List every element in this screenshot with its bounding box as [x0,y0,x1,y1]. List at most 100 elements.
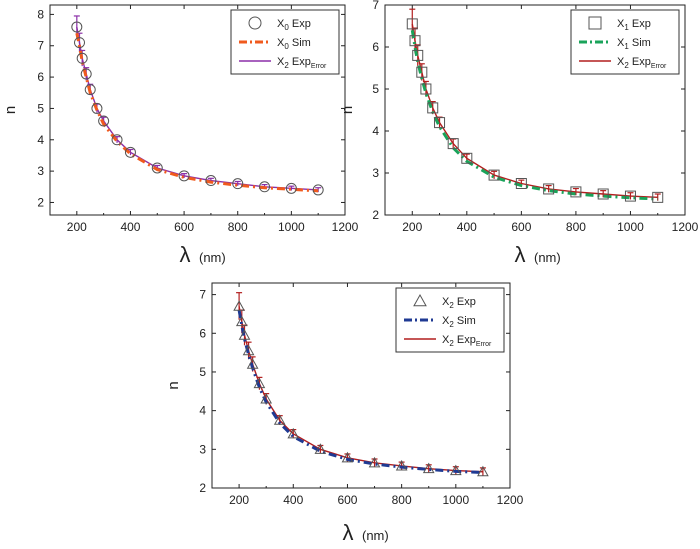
x-tick-label: 600 [174,220,194,234]
y-tick-label: 5 [37,101,44,115]
legend-box [395,287,505,353]
x-tick-label: 1000 [278,220,305,234]
legend-label: X2 ExpError [617,56,667,70]
experimental-point [395,459,408,471]
legend-label: X2 Sim [442,315,476,329]
experimental-point [515,178,527,189]
legend-label-rest: Sim [454,315,476,327]
experimental-point [368,456,381,468]
legend-label: X2 ExpError [277,56,327,70]
y-tick-label: 4 [37,133,44,147]
legend-label: X2 Exp [442,296,476,310]
experimental-point [420,83,432,95]
experimental-point [597,188,609,200]
x-tick-label: 800 [228,220,248,234]
experimental-point [422,462,435,474]
legend-label-sub: 2 [449,301,454,310]
legend-label-sub: 0 [284,42,289,51]
x-tick-label: 200 [229,493,249,507]
legend-label-sub: 2 [624,61,629,70]
experimental-point [409,35,421,47]
plot-frame [211,282,511,489]
y-tick-label: 8 [37,7,44,21]
experimental-point [449,464,462,476]
experimental-point [235,315,248,327]
x-tick-label: 400 [457,220,477,234]
simulated-series-line [237,309,483,475]
x-tick-label: 400 [283,493,303,507]
legend-label-rest: Exp [454,296,476,308]
x-tick-label: 1000 [617,220,644,234]
legend-label-main: X [617,37,625,49]
experimental-point [273,414,286,425]
experimental-point [80,68,92,80]
experimental-point [312,184,324,196]
experimental-point [233,300,245,311]
x-tick-label: 600 [337,493,357,507]
y-tick-label: 3 [372,166,379,180]
experimental-point [205,175,217,187]
experimental-point [447,138,459,150]
simulated-series-line [410,29,658,201]
y-tick-label: 3 [199,442,206,456]
y-axis-label: n [165,381,182,389]
legend-label-main: X [277,56,285,68]
legend-label-main: X [442,334,450,346]
experimental-point [287,427,300,439]
plot-frame [49,4,346,216]
legend-label: X1 Exp [617,18,651,32]
y-tick-label: 2 [37,195,44,209]
experimental-point [434,117,446,129]
legend-label-sub: 2 [284,61,289,70]
experimental-point [285,182,297,194]
legend-label: X0 Sim [277,37,311,51]
y-tick-label: 5 [372,82,379,96]
legend-label: X0 Exp [277,18,311,32]
y-tick-label: 7 [199,288,206,302]
x-tick-label: 1000 [442,493,469,507]
x-axis-unit: (nm) [534,250,561,265]
x-tick-label: 800 [392,493,412,507]
experimental-point [91,102,103,114]
legend-label: X1 Sim [617,37,651,51]
legend-label-main: X [442,296,450,308]
experimental-point [652,191,664,203]
y-tick-label: 6 [372,40,379,54]
experimental-point [238,329,251,340]
experimental-point [461,152,473,164]
legend-exp-swatch [588,16,602,30]
legend-exp-swatch [413,293,427,307]
experimental-point [242,344,255,356]
x-tick-label: 1200 [497,493,524,507]
experimental-point [98,115,110,127]
experimental-point [84,84,96,96]
legend-label-main: X [277,37,285,49]
y-tick-label: 7 [372,0,379,12]
legend-label-rest: Exp [454,334,476,346]
legend-label-rest: Sim [289,37,311,49]
y-axis-label: n [339,106,356,114]
experimental-point [624,190,636,202]
experimental-point [341,451,354,463]
x-axis-label: λ [180,242,191,267]
y-tick-label: 4 [199,404,206,418]
x-tick-label: 1200 [332,220,359,234]
experimental-point [314,443,327,454]
error-series-line [238,306,483,473]
legend-label-rest-sub: Error [651,63,667,70]
y-tick-label: 2 [372,208,379,222]
experimental-point [406,18,418,30]
legend-label-sub: 0 [284,23,289,32]
legend-label-rest-sub: Error [311,63,327,70]
legend-label-main: X [277,18,285,30]
x-tick-label: 1200 [672,220,699,234]
legend-label-sub: 1 [624,23,629,32]
experimental-point [111,134,123,146]
legend-label-main: X [617,18,625,30]
legend-label-main: X [442,315,450,327]
y-tick-label: 6 [199,326,206,340]
experimental-point [259,181,271,193]
